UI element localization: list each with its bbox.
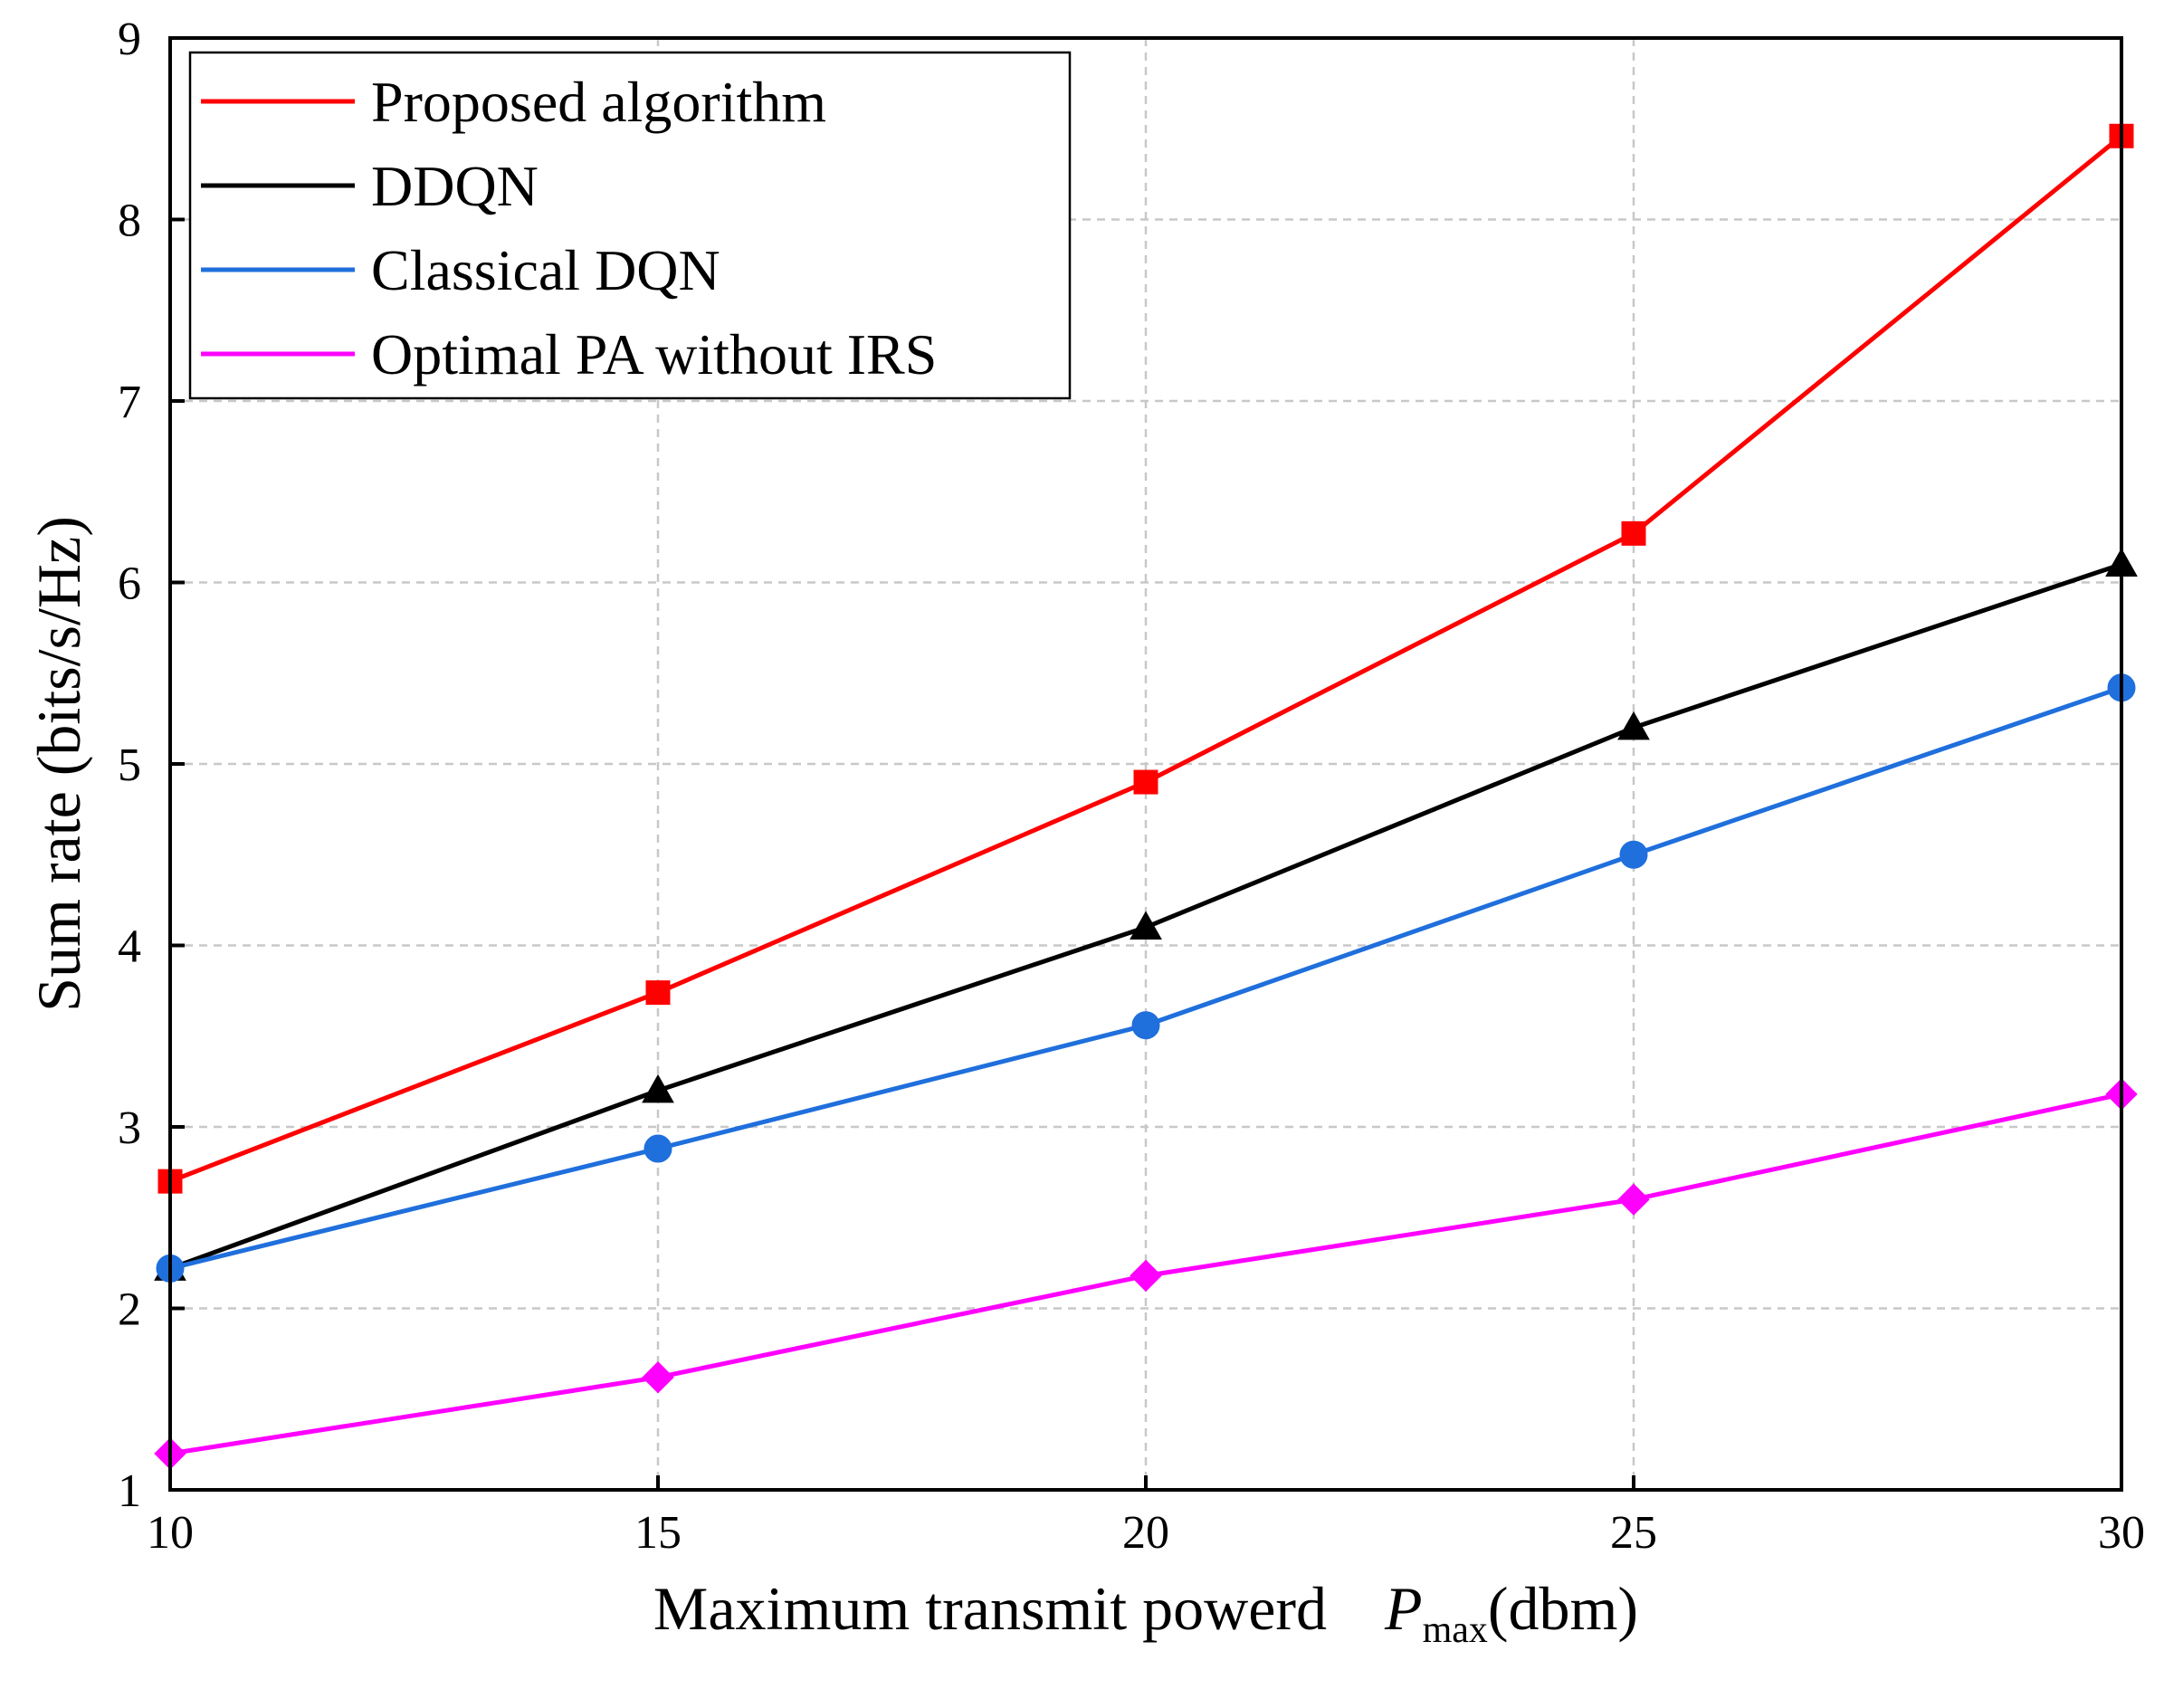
legend-entry: Optimal PA without IRS <box>201 322 937 386</box>
series-classical-dqn <box>156 673 2136 1283</box>
x-axis-title-unit: (dbm) <box>1488 1574 1638 1643</box>
data-point <box>1617 1183 1650 1216</box>
y-tick-label: 4 <box>118 921 141 973</box>
data-point <box>642 1360 674 1394</box>
legend-box <box>188 51 1072 400</box>
data-point <box>1617 711 1650 740</box>
y-tick-label: 8 <box>118 196 141 247</box>
x-tick-label: 10 <box>147 1507 194 1559</box>
legend-label: Proposed algorithm <box>371 70 826 134</box>
tick-labels: 10 15 20 25 30 1 2 3 4 5 6 7 8 9 <box>118 14 2145 1559</box>
y-axis-title: Sum rate (bits/s/Hz) <box>24 516 93 1012</box>
legend-label: Optimal PA without IRS <box>371 322 937 386</box>
data-point <box>1619 840 1648 869</box>
legend-entry: DDQN <box>201 154 539 218</box>
x-axis-title: Maximum transmit powerd Pmax(dbm) <box>653 1574 1638 1651</box>
series-layer <box>154 123 2138 1470</box>
legend-label: Classical DQN <box>371 238 720 302</box>
x-axis-title-subscript: max <box>1423 1609 1488 1651</box>
legend-label: DDQN <box>371 154 539 218</box>
series-optimal-pa-without-irs <box>154 1078 2138 1470</box>
y-tick-label: 2 <box>118 1284 141 1336</box>
legend: Proposed algorithm DDQN Classical DQN Optim… <box>188 51 1072 400</box>
x-tick-label: 30 <box>2098 1507 2145 1559</box>
ticks <box>168 36 2123 1492</box>
legend-entry: Classical DQN <box>201 238 720 302</box>
x-tick-label: 15 <box>634 1507 682 1559</box>
y-tick-label: 1 <box>118 1465 141 1517</box>
y-tick-label: 5 <box>118 739 141 791</box>
y-tick-label: 6 <box>118 558 141 610</box>
data-point <box>643 1134 672 1163</box>
x-tick-label: 20 <box>1122 1507 1169 1559</box>
data-point <box>645 980 671 1006</box>
legend-entry: Proposed algorithm <box>201 70 826 134</box>
legend-entries: Proposed algorithm DDQN Classical DQN Optim… <box>201 70 937 386</box>
data-point <box>1130 911 1162 940</box>
y-tick-label: 3 <box>118 1102 141 1154</box>
data-point <box>642 1073 674 1103</box>
y-tick-label: 7 <box>118 377 141 428</box>
grid <box>170 38 2121 1490</box>
x-tick-label: 25 <box>1610 1507 1657 1559</box>
data-point <box>1131 1011 1160 1040</box>
y-tick-label: 9 <box>118 14 141 65</box>
data-point <box>1621 520 1646 546</box>
data-point <box>1130 1259 1162 1293</box>
x-axis-title-symbol: P <box>1384 1574 1423 1643</box>
data-point <box>1133 769 1158 795</box>
x-axis-title-main: Maximum transmit powerd <box>653 1574 1327 1643</box>
